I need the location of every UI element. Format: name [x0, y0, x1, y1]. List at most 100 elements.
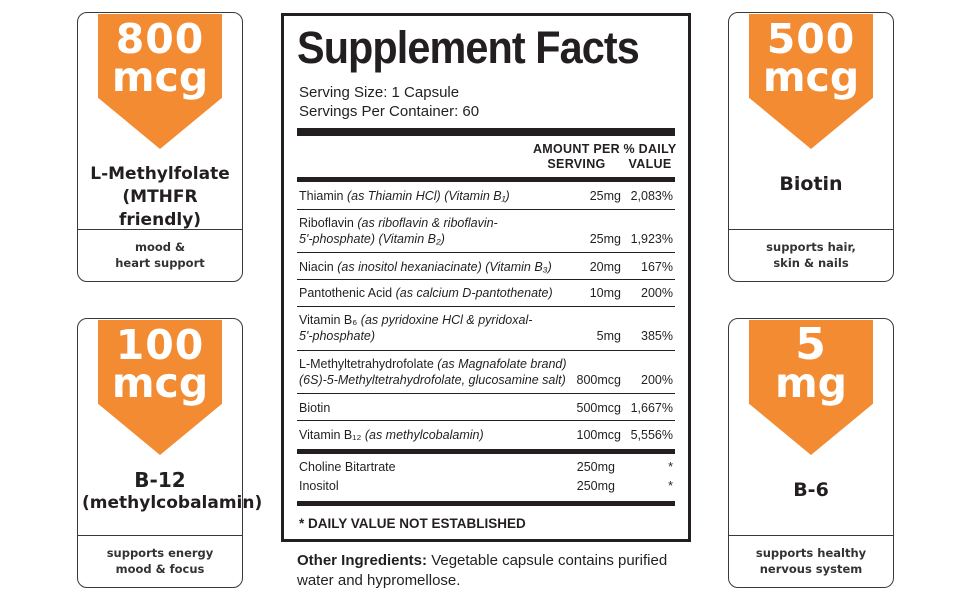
benefit-text: supports energy mood & focus: [78, 545, 242, 577]
nutrient-detail: (as riboflavin & riboflavin-: [357, 216, 498, 230]
row-divider: [297, 279, 675, 280]
nutrient-dv: 167%: [641, 260, 673, 274]
dose-badge: 100 mcg: [98, 320, 222, 455]
card-divider: [78, 535, 242, 536]
nutrient-name: Vitamin B₆: [299, 313, 358, 327]
row-divider: [297, 209, 675, 210]
card-biotin: 500 mcg Biotin supports hair, skin & nai…: [728, 12, 894, 282]
nutrient-name: Biotin: [299, 401, 331, 415]
nutrient-name-line2: (MTHFR friendly): [118, 187, 202, 230]
nutrient-amount: 100mcg: [576, 428, 621, 442]
dose-badge: 800 mcg: [98, 14, 222, 149]
benefit-line2: heart support: [115, 256, 205, 270]
row-divider: [297, 350, 675, 351]
benefit-text: supports hair, skin & nails: [729, 239, 893, 271]
nutrient-name: Choline Bitartrate: [299, 460, 396, 474]
card-divider: [729, 535, 893, 536]
dose-badge: 5 mg: [749, 320, 873, 455]
row-divider: [297, 420, 675, 421]
section-rule: [297, 449, 675, 454]
benefit-line2: skin & nails: [773, 256, 849, 270]
nutrient-name: B-12 (methylcobalamin): [82, 468, 263, 515]
nutrient-name-line1: B-6: [793, 479, 829, 501]
nutrient-amount: 20mg: [589, 260, 621, 274]
serving-size: Serving Size: 1 Capsule: [299, 84, 460, 101]
benefit-line1: mood &: [134, 240, 186, 254]
nutrient-name-line1: B-12: [134, 468, 186, 492]
other-ingredients: Other Ingredients: Vegetable capsule con…: [297, 551, 697, 591]
dose-unit: mcg: [111, 359, 209, 407]
footnote-rule: [297, 501, 675, 506]
amount-header-line1: AMOUNT PER: [532, 142, 621, 156]
header-rule: [297, 128, 675, 136]
nutrient-name: Pantothenic Acid: [299, 286, 393, 300]
nutrient-detail: (as Magnafolate brand): [437, 357, 567, 371]
benefit-line1: supports energy: [106, 546, 214, 560]
other-ingredients-text: Vegetable capsule contains purified wate…: [297, 552, 668, 589]
nutrient-dv: *: [668, 479, 673, 493]
nutrient-detail: (as Thiamin HCl) (Vitamin B₁): [346, 189, 510, 203]
nutrient-amount: 25mg: [589, 232, 621, 246]
nutrient-name: Vitamin B₁₂: [299, 428, 362, 442]
nutrient-amount: 5mg: [596, 329, 621, 343]
other-ingredients-label: Other Ingredients:: [297, 552, 428, 569]
card-l-methylfolate: 800 mcg L-Methylfolate (MTHFR friendly) …: [77, 12, 243, 282]
dose-amount: 100: [115, 321, 205, 369]
nutrient-amount: 800mcg: [576, 373, 621, 387]
nutrient-detail: (as inositol hexaniacinate) (Vitamin B₃): [337, 260, 552, 274]
table-top-rule: [297, 177, 675, 182]
nutrient-dv: 385%: [641, 329, 673, 343]
nutrient-dv: 200%: [641, 373, 673, 387]
nutrient-dv: 5,556%: [630, 428, 673, 442]
nutrient-name: B-6: [733, 479, 889, 502]
nutrient-detail-2: 5'-phosphate): [299, 329, 376, 343]
nutrient-amount: 250mg: [576, 479, 615, 493]
benefit-line1: supports hair,: [766, 240, 856, 254]
nutrient-detail-2: (6S)-5-Methyltetrahydrofolate, glucosami…: [299, 373, 566, 387]
nutrient-name: L-Methyltetrahydrofolate: [299, 357, 434, 371]
card-b6: 5 mg B-6 supports healthy nervous system: [728, 318, 894, 588]
nutrient-amount: 250mg: [576, 460, 615, 474]
nutrient-detail: (as calcium D-pantothenate): [395, 286, 553, 300]
dv-header-line2: VALUE: [628, 157, 672, 171]
nutrient-detail: (as pyridoxine HCl & pyridoxal-: [360, 313, 533, 327]
card-b12: 100 mcg B-12 (methylcobalamin) supports …: [77, 318, 263, 588]
nutrient-name: Niacin: [299, 260, 334, 274]
benefit-text: supports healthy nervous system: [729, 545, 893, 577]
nutrient-name-line1: Biotin: [779, 173, 843, 195]
nutrient-name: L-Methylfolate (MTHFR friendly): [82, 163, 238, 232]
dose-unit: mcg: [762, 53, 860, 101]
nutrient-name: Biotin: [733, 173, 889, 196]
dv-header-line1: % DAILY: [623, 142, 677, 156]
nutrient-name: Thiamin: [299, 189, 344, 203]
dose-amount: 500: [766, 15, 856, 63]
benefit-line2: mood & focus: [115, 562, 205, 576]
dose-unit: mg: [774, 359, 848, 407]
row-divider: [297, 393, 675, 394]
nutrient-name-line1: L-Methylfolate: [90, 164, 230, 184]
benefit-text: mood & heart support: [78, 239, 242, 271]
daily-value-footnote: * DAILY VALUE NOT ESTABLISHED: [299, 516, 526, 531]
nutrient-dv: 200%: [641, 286, 673, 300]
dose-amount: 5: [795, 319, 827, 370]
dose-badge: 500 mcg: [749, 14, 873, 149]
supplement-facts-panel: Supplement Facts Serving Size: 1 Capsule…: [281, 13, 691, 542]
card-divider: [729, 229, 893, 230]
benefit-line2: nervous system: [759, 562, 863, 576]
nutrient-dv: 1,923%: [630, 232, 673, 246]
daily-value-header: % DAILY VALUE: [620, 142, 680, 172]
nutrient-detail-2: 5'-phosphate) (Vitamin B₂): [299, 232, 445, 246]
row-divider: [297, 252, 675, 253]
nutrient-name: Inositol: [299, 479, 339, 493]
dose-amount: 800: [115, 15, 205, 63]
dose-unit: mcg: [111, 53, 209, 101]
nutrient-name: Riboflavin: [299, 216, 354, 230]
nutrient-dv: *: [668, 460, 673, 474]
amount-header-line2: SERVING: [547, 157, 606, 171]
benefit-line1: supports healthy: [755, 546, 867, 560]
nutrient-dv: 1,667%: [630, 401, 673, 415]
nutrient-detail: (as methylcobalamin): [364, 428, 484, 442]
amount-per-serving-header: AMOUNT PER SERVING: [529, 142, 624, 172]
nutrient-amount: 500mcg: [576, 401, 621, 415]
nutrient-name-line2: (methylcobalamin): [82, 493, 263, 513]
